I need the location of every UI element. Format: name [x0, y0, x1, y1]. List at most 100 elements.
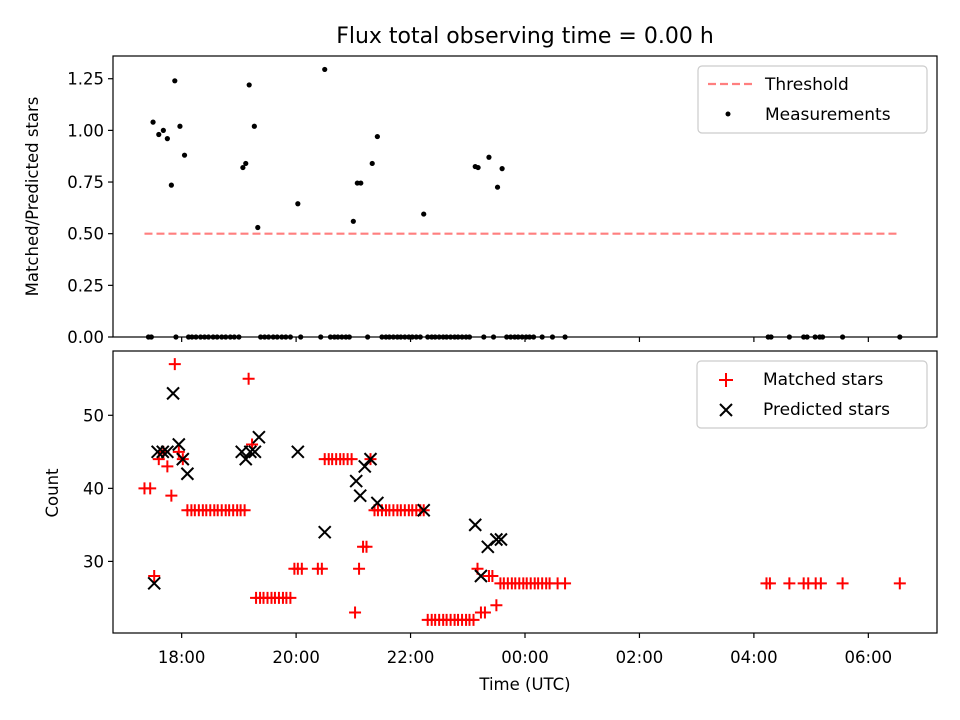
measurement-point — [255, 224, 261, 231]
top-legend-box — [697, 65, 928, 134]
predicted-star-point — [349, 474, 363, 488]
measurement-point — [475, 164, 481, 171]
bottom-y-tick-label: 50 — [83, 406, 104, 425]
top-y-axis-label: Matched/Predicted stars — [23, 97, 42, 297]
predicted-star-point — [494, 532, 508, 547]
matched-star-point — [486, 570, 499, 583]
predicted-star-point — [353, 488, 367, 503]
top-x-ticks — [181, 337, 869, 342]
bottom-x-tick-label: 06:00 — [845, 648, 893, 667]
measurement-point — [295, 201, 301, 207]
matched-star-point — [148, 570, 161, 583]
measurement-point — [168, 182, 174, 188]
predicted-star-point — [147, 576, 161, 591]
matched-star-point — [295, 562, 308, 575]
matched-star-point — [559, 577, 572, 590]
matched-star-point — [165, 489, 178, 502]
legend-threshold-label: Threshold — [764, 75, 849, 95]
measurement-point — [177, 123, 183, 129]
measurement-point — [172, 78, 178, 84]
bottom-y-tick-label: 30 — [83, 552, 104, 571]
measurement-point — [369, 160, 375, 167]
predicted-star-point — [243, 445, 258, 459]
legend-predicted-label: Predicted stars — [763, 400, 890, 420]
bottom-x-tick-label: 20:00 — [272, 648, 320, 667]
predicted-star-point — [156, 445, 170, 459]
predicted-star-point — [160, 445, 175, 459]
matched-star-point — [763, 577, 776, 590]
predicted-star-point — [474, 569, 488, 583]
matched-star-point — [467, 613, 480, 626]
matched-star-point — [238, 504, 251, 517]
measurement-point — [322, 66, 328, 73]
top-y-tick-label: 1.25 — [67, 70, 104, 89]
measurement-point — [160, 127, 166, 133]
predicted-star-point — [239, 452, 253, 466]
legend-predicted-swatch — [719, 403, 733, 417]
measurement-point — [374, 133, 380, 140]
predicted-star-point — [166, 386, 180, 401]
bottom-x-tick-label: 22:00 — [387, 648, 435, 667]
matched-star-point — [284, 591, 297, 604]
matched-star-point — [360, 540, 373, 553]
legend-measurements-swatch — [725, 111, 731, 117]
bottom-y-ticks: 30 40 50 — [83, 406, 113, 571]
predicted-star-point — [176, 452, 190, 466]
measurement-point — [150, 119, 156, 125]
bottom-y-tick-label: 40 — [83, 479, 104, 498]
measurement-point — [164, 136, 170, 142]
bottom-axes-frame — [112, 350, 938, 634]
matched-star-point — [242, 372, 255, 385]
top-axes-frame — [112, 55, 938, 338]
measurement-point — [156, 131, 162, 138]
matched-star-point — [490, 599, 503, 612]
top-y-tick-label: 0.50 — [67, 225, 104, 244]
legend-matched-swatch — [719, 373, 733, 387]
top-y-tick-label: 1.00 — [67, 121, 104, 140]
bottom-y-axis-label: Count — [43, 468, 62, 518]
measurement-point — [499, 166, 505, 172]
top-y-tick-label: 0.00 — [67, 328, 104, 347]
measurement-point — [350, 218, 356, 224]
predicted-star-point — [291, 445, 305, 459]
measurement-point — [246, 82, 252, 88]
legend-measurements-label: Measurements — [765, 105, 891, 125]
bottom-x-tick-label: 02:00 — [616, 648, 664, 667]
predicted-star-point — [468, 518, 482, 532]
measurement-point — [251, 123, 257, 129]
legend-matched-label: Matched stars — [763, 370, 883, 390]
bottom-x-tick-label: 00:00 — [501, 648, 549, 667]
bottom-x-axis-label: Time (UTC) — [478, 675, 570, 694]
top-legend: Threshold Measurements — [697, 65, 928, 134]
predicted-star-point — [363, 452, 378, 466]
predicted-star-point — [358, 459, 372, 474]
top-panel: Flux total observing time = 0.00 h Match… — [23, 24, 938, 347]
predicted-star-point — [180, 467, 195, 481]
top-y-tick-label: 0.75 — [67, 173, 104, 192]
measurement-point — [243, 160, 249, 167]
bottom-plot-area — [138, 358, 906, 626]
matched-star-point — [814, 577, 827, 590]
predicted-star-point — [318, 525, 332, 539]
top-y-ticks: 0.00 0.25 0.50 0.75 1.00 1.25 — [67, 70, 113, 347]
predicted-star-point — [489, 532, 504, 547]
matched-star-point — [144, 482, 157, 495]
matched-star-point — [353, 562, 366, 575]
matched-star-point — [893, 577, 906, 590]
predicted-star-point — [252, 430, 266, 444]
matched-star-point — [168, 358, 181, 371]
matched-star-point — [836, 577, 849, 590]
measurement-point — [486, 154, 492, 160]
bottom-legend: Matched stars Predicted stars — [696, 360, 928, 429]
measurement-point — [421, 211, 427, 217]
predicted-star-point — [172, 437, 186, 452]
matched-star-point — [478, 606, 491, 619]
matched-star-point — [349, 606, 362, 619]
predicted-star-point — [248, 445, 262, 459]
measurement-point — [240, 164, 246, 171]
measurement-point — [181, 152, 188, 158]
matched-star-point — [161, 460, 174, 473]
predicted-star-point — [150, 445, 165, 459]
predicted-star-point — [417, 503, 431, 517]
